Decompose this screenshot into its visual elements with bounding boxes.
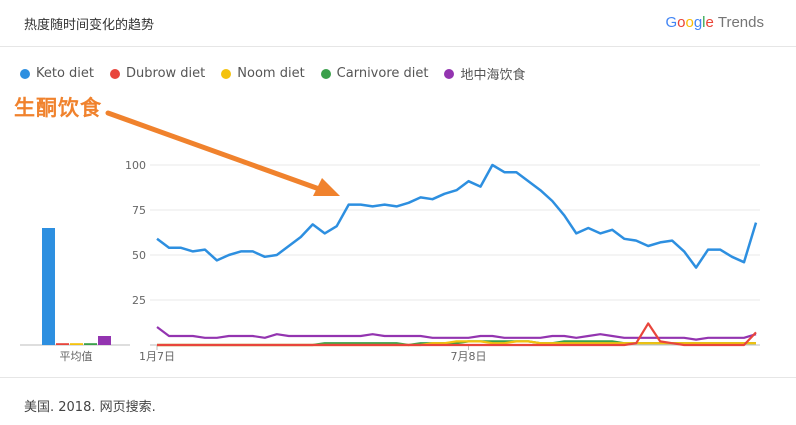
legend-dot-icon (20, 68, 30, 79)
header-divider (0, 46, 796, 47)
series-line-2 (157, 322, 757, 347)
average-bar (70, 343, 83, 345)
annotation-label: 生酮饮食 (14, 96, 102, 120)
series-line-1 (156, 163, 758, 269)
legend-label: 地中海饮食 (460, 68, 526, 83)
annotation-arrow-line (105, 110, 325, 193)
y-tick-label: 75 (132, 204, 146, 217)
legend-label: Noom diet (237, 66, 305, 81)
annotation-arrow-head (313, 178, 340, 196)
legend-item[interactable]: Carnivore diet (320, 64, 429, 83)
footer-text: 美国. 2018. 网页搜索. (24, 400, 156, 415)
average-bar (84, 343, 97, 345)
y-tick-label: 50 (132, 249, 146, 262)
average-bar (42, 228, 55, 345)
y-tick-label: 25 (132, 294, 146, 307)
legend-item[interactable]: Keto diet (20, 64, 94, 83)
y-tick-label: 100 (125, 159, 146, 172)
average-bar (98, 336, 111, 345)
average-label: 平均值 (60, 350, 93, 363)
footer-divider (0, 377, 796, 378)
legend-item[interactable]: Noom diet (221, 64, 305, 83)
legend-dot-icon (444, 68, 455, 79)
legend-label: Keto diet (36, 66, 95, 81)
legend-item[interactable]: Dubrow diet (110, 64, 205, 83)
google-trends-logo: Google Trends (665, 14, 764, 31)
legend-dot-icon (221, 68, 232, 79)
x-tick-label: 7月8日 (450, 350, 486, 363)
x-tick-label: 1月7日 (139, 350, 175, 363)
legend-label: Dubrow diet (126, 66, 206, 81)
average-bar (56, 343, 69, 345)
chart-legend: Keto diet Dubrow diet Noom diet Carnivore d… (20, 64, 526, 83)
legend-dot-icon (320, 68, 331, 79)
brand-product: Trends (717, 14, 764, 31)
series-line-5 (156, 326, 757, 341)
legend-dot-icon (110, 68, 121, 79)
legend-item[interactable]: 地中海饮食 (444, 64, 526, 83)
legend-label: Carnivore diet (336, 66, 429, 81)
card-title: 热度随时间变化的趋势 (24, 18, 155, 33)
